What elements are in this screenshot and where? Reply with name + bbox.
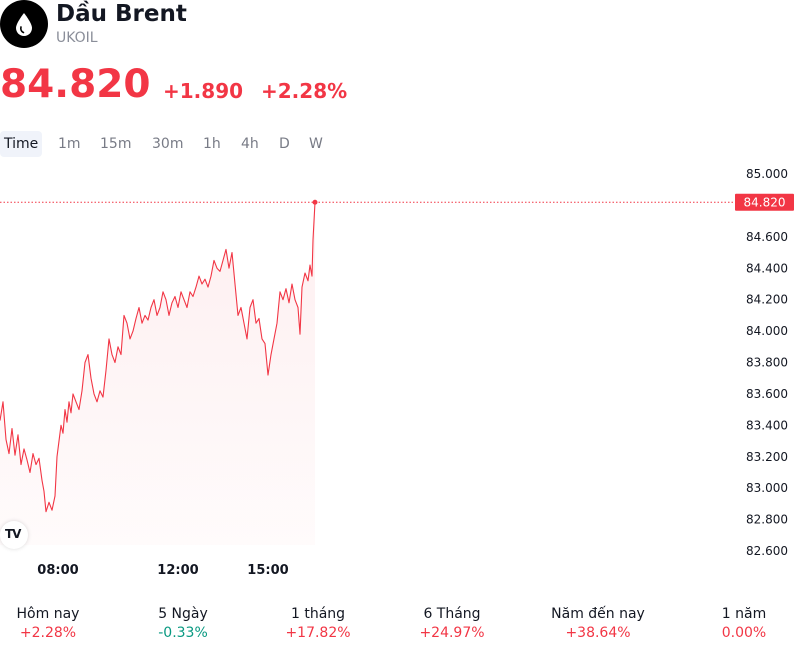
perf-item-1y[interactable]: 1 năm 0.00% bbox=[674, 606, 800, 641]
symbol-name: Dầu Brent bbox=[56, 1, 187, 27]
y-tick-label: 83.000 bbox=[746, 481, 788, 495]
x-tick-label: 12:00 bbox=[157, 563, 198, 578]
y-tick-label: 85.000 bbox=[746, 167, 788, 181]
oil-drop-icon bbox=[0, 0, 48, 48]
perf-value: +24.97% bbox=[419, 625, 485, 641]
y-tick-label: 83.600 bbox=[746, 387, 788, 401]
y-tick-label: 84.000 bbox=[746, 324, 788, 338]
last-price-tag-label: 84.820 bbox=[744, 195, 786, 209]
y-tick-label: 84.600 bbox=[746, 230, 788, 244]
x-tick-label: 08:00 bbox=[37, 563, 78, 578]
price-chart[interactable]: 85.00084.80084.60084.40084.20084.00083.8… bbox=[0, 160, 800, 590]
price-line bbox=[0, 202, 316, 513]
perf-label: 5 Ngày bbox=[158, 606, 208, 622]
y-tick-label: 82.800 bbox=[746, 513, 788, 527]
tab-1m[interactable]: 1m bbox=[58, 136, 81, 152]
last-price: 84.820 bbox=[0, 62, 151, 107]
y-tick-label: 84.200 bbox=[746, 293, 788, 307]
y-tick-label: 82.600 bbox=[746, 544, 788, 558]
perf-item-1m[interactable]: 1 tháng +17.82% bbox=[248, 606, 388, 641]
tab-1h[interactable]: 1h bbox=[203, 136, 221, 152]
price-change: +1.890 bbox=[163, 79, 244, 103]
perf-item-6m[interactable]: 6 Tháng +24.97% bbox=[382, 606, 522, 641]
perf-label: 1 tháng bbox=[290, 606, 346, 622]
perf-value: +2.28% bbox=[19, 625, 77, 641]
y-tick-label: 83.200 bbox=[746, 450, 788, 464]
perf-value: -0.33% bbox=[158, 625, 208, 641]
perf-label: 1 năm bbox=[721, 606, 767, 622]
tab-4h[interactable]: 4h bbox=[241, 136, 259, 152]
y-axis: 85.00084.80084.60084.40084.20084.00083.8… bbox=[746, 167, 788, 558]
performance-bar: Hôm nay +2.28% 5 Ngày -0.33% 1 tháng +17… bbox=[0, 606, 800, 656]
x-tick-label: 15:00 bbox=[247, 563, 288, 578]
tradingview-logo[interactable]: TV bbox=[0, 521, 28, 549]
perf-item-today[interactable]: Hôm nay +2.28% bbox=[0, 606, 118, 641]
perf-label: 6 Tháng bbox=[423, 606, 481, 622]
y-tick-label: 84.400 bbox=[746, 261, 788, 275]
last-price-dot bbox=[312, 199, 318, 205]
y-tick-label: 83.400 bbox=[746, 418, 788, 432]
y-tick-label: 83.800 bbox=[746, 356, 788, 370]
perf-value: +38.64% bbox=[565, 625, 631, 641]
perf-label: Năm đến nay bbox=[551, 606, 645, 622]
tab-d[interactable]: D bbox=[279, 136, 290, 152]
tab-w[interactable]: W bbox=[309, 136, 323, 152]
perf-item-5d[interactable]: 5 Ngày -0.33% bbox=[113, 606, 253, 641]
perf-label: Hôm nay bbox=[16, 606, 80, 622]
tab-15m[interactable]: 15m bbox=[100, 136, 132, 152]
price-change-percent: +2.28% bbox=[261, 79, 348, 103]
perf-value: 0.00% bbox=[721, 625, 767, 641]
tab-30m[interactable]: 30m bbox=[152, 136, 184, 152]
symbol-header: Dầu Brent UKOIL bbox=[0, 0, 800, 60]
symbol-ticker: UKOIL bbox=[56, 30, 98, 46]
x-axis: 08:00 12:00 15:00 bbox=[37, 563, 288, 578]
price-area-fill bbox=[0, 202, 315, 546]
tab-time[interactable]: Time bbox=[0, 131, 43, 157]
tradingview-mark: TV bbox=[5, 527, 22, 541]
perf-value: +17.82% bbox=[285, 625, 351, 641]
perf-item-ytd[interactable]: Năm đến nay +38.64% bbox=[528, 606, 668, 641]
last-price-tag: 84.820 bbox=[735, 193, 794, 211]
